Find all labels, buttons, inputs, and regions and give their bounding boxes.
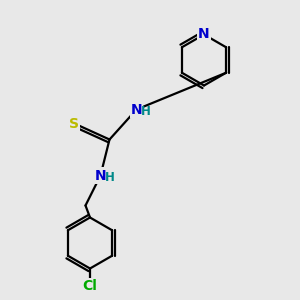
Text: H: H xyxy=(105,171,115,184)
Text: H: H xyxy=(141,105,151,119)
Text: S: S xyxy=(69,117,79,131)
Text: N: N xyxy=(95,169,106,182)
Text: N: N xyxy=(131,103,142,116)
Text: Cl: Cl xyxy=(82,279,98,293)
Text: N: N xyxy=(198,28,210,41)
